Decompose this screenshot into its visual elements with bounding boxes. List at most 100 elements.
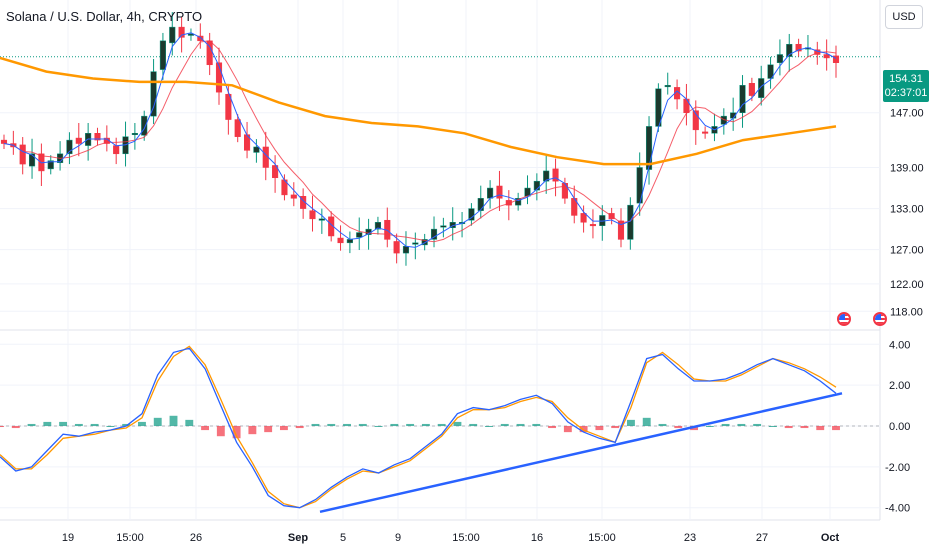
candle-body bbox=[47, 160, 54, 170]
candle-body bbox=[487, 187, 494, 199]
histogram-bar bbox=[216, 426, 225, 437]
candle-body bbox=[346, 239, 353, 244]
histogram-bar bbox=[816, 426, 825, 431]
histogram-bar bbox=[737, 423, 746, 426]
indicator-tick-label: 2.00 bbox=[889, 380, 910, 392]
histogram-bar bbox=[421, 423, 430, 426]
histogram-bar bbox=[232, 426, 241, 439]
histogram-bar bbox=[705, 426, 714, 427]
histogram-bar bbox=[753, 423, 762, 426]
histogram-bar bbox=[153, 417, 162, 426]
histogram-bar bbox=[453, 421, 462, 426]
candle-body bbox=[430, 228, 438, 240]
slow-ma-line bbox=[3, 40, 837, 243]
time-tick-label: Oct bbox=[821, 532, 840, 544]
time-tick-label: 5 bbox=[340, 532, 346, 544]
candle-body bbox=[421, 239, 428, 246]
candle-body bbox=[739, 85, 746, 113]
candle-body bbox=[561, 183, 568, 199]
indicator-pane[interactable] bbox=[0, 345, 880, 514]
candle-body bbox=[75, 137, 82, 144]
histogram-bar bbox=[248, 426, 257, 435]
price-tick-label: 122.00 bbox=[890, 279, 924, 291]
time-tick-label: 15:00 bbox=[588, 532, 616, 544]
time-tick-label: 27 bbox=[756, 532, 768, 544]
histogram-bar bbox=[27, 423, 36, 426]
candle-body bbox=[290, 194, 297, 199]
last-price-value: 154.31 bbox=[889, 73, 923, 85]
histogram-bar bbox=[563, 426, 572, 433]
histogram-bar bbox=[516, 423, 525, 426]
candle-body bbox=[748, 83, 755, 96]
candle-body bbox=[159, 40, 166, 70]
candle-body bbox=[225, 93, 232, 120]
candle-body bbox=[131, 133, 138, 136]
histogram-bar bbox=[800, 426, 809, 429]
histogram-bar bbox=[485, 426, 493, 427]
candle-body bbox=[692, 110, 699, 131]
candle-body bbox=[253, 146, 260, 153]
histogram-bar bbox=[406, 423, 415, 426]
histogram-bar bbox=[295, 426, 304, 429]
candle-body bbox=[113, 145, 120, 155]
signal-line bbox=[0, 345, 837, 509]
candle-body bbox=[412, 242, 419, 245]
indicator-tick-label: 0.00 bbox=[889, 421, 910, 433]
histogram-bar bbox=[832, 426, 840, 431]
candle-body bbox=[318, 218, 325, 221]
fast-ma-line bbox=[3, 32, 837, 248]
candle-body bbox=[94, 133, 101, 141]
time-tick-label: 15:00 bbox=[116, 532, 144, 544]
candle-body bbox=[234, 119, 241, 137]
histogram-bar bbox=[784, 426, 793, 429]
histogram-bar bbox=[611, 426, 620, 429]
histogram-bar bbox=[74, 423, 83, 426]
time-axis[interactable]: 19 15:00 26 Sep 5 9 15:00 16 15:00 23 27 Oct bbox=[62, 532, 840, 544]
histogram-bar bbox=[201, 426, 209, 431]
time-tick-label: Sep bbox=[288, 532, 308, 544]
histogram-bar bbox=[106, 426, 115, 427]
candle-body bbox=[795, 43, 802, 52]
candle-body bbox=[393, 241, 400, 254]
candle-body bbox=[645, 126, 653, 170]
candle-body bbox=[402, 246, 410, 254]
indicator-axis[interactable]: 4.00 2.00 0.00 -2.00 -4.00 bbox=[885, 339, 910, 514]
candle-body bbox=[374, 222, 381, 230]
candle-body bbox=[552, 168, 559, 182]
candle-body bbox=[683, 98, 690, 113]
candle-body bbox=[141, 115, 148, 136]
histogram-bar bbox=[469, 423, 478, 426]
price-pane[interactable] bbox=[0, 12, 880, 266]
price-axis[interactable]: 147.00 139.00 133.00 127.00 122.00 118.00 bbox=[890, 108, 924, 319]
histogram-bar bbox=[674, 426, 683, 429]
candle-body bbox=[515, 198, 522, 206]
candle-body bbox=[337, 237, 344, 244]
candle-body bbox=[468, 208, 475, 221]
price-tick-label: 133.00 bbox=[890, 204, 924, 216]
time-tick-label: 9 bbox=[395, 532, 401, 544]
candle-body bbox=[664, 85, 671, 88]
us-flag-icon[interactable] bbox=[837, 312, 851, 326]
indicator-tick-label: -4.00 bbox=[885, 503, 910, 515]
histogram-bar bbox=[311, 423, 320, 426]
price-tick-label: 139.00 bbox=[890, 163, 924, 175]
histogram-bar bbox=[642, 417, 651, 426]
histogram-bar bbox=[500, 423, 509, 426]
currency-button[interactable]: USD bbox=[885, 5, 923, 29]
us-flag-icon[interactable] bbox=[873, 312, 887, 326]
histogram-bar bbox=[532, 423, 541, 426]
candle-body bbox=[580, 213, 587, 223]
histogram-bar bbox=[658, 423, 667, 426]
time-tick-label: 15:00 bbox=[452, 532, 480, 544]
time-tick-label: 16 bbox=[531, 532, 543, 544]
candle-body bbox=[440, 225, 447, 228]
histogram-bar bbox=[627, 419, 635, 426]
grid bbox=[0, 0, 881, 521]
candle-body bbox=[356, 232, 363, 238]
histogram-bar bbox=[327, 423, 336, 426]
symbol-title[interactable]: Solana / U.S. Dollar, 4h, CRYPTO bbox=[6, 9, 203, 24]
candle-body bbox=[533, 180, 540, 191]
histogram-bar bbox=[343, 423, 351, 426]
